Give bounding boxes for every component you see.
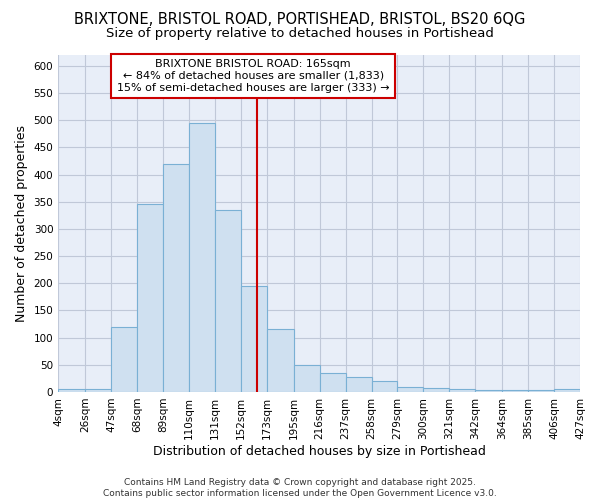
Bar	[320, 373, 346, 392]
X-axis label: Distribution of detached houses by size in Portishead: Distribution of detached houses by size …	[152, 444, 485, 458]
Text: BRIXTONE, BRISTOL ROAD, PORTISHEAD, BRISTOL, BS20 6QG: BRIXTONE, BRISTOL ROAD, PORTISHEAD, BRIS…	[74, 12, 526, 28]
Text: Contains HM Land Registry data © Crown copyright and database right 2025.
Contai: Contains HM Land Registry data © Crown c…	[103, 478, 497, 498]
Bar	[215, 210, 241, 392]
Bar	[189, 123, 215, 392]
Bar	[528, 390, 554, 392]
Bar	[58, 389, 85, 392]
Bar	[397, 386, 424, 392]
Bar	[163, 164, 189, 392]
Bar	[424, 388, 449, 392]
Y-axis label: Number of detached properties: Number of detached properties	[15, 125, 28, 322]
Text: BRIXTONE BRISTOL ROAD: 165sqm
← 84% of detached houses are smaller (1,833)
15% o: BRIXTONE BRISTOL ROAD: 165sqm ← 84% of d…	[117, 60, 389, 92]
Bar	[371, 381, 397, 392]
Text: Size of property relative to detached houses in Portishead: Size of property relative to detached ho…	[106, 28, 494, 40]
Bar	[502, 390, 528, 392]
Bar	[241, 286, 266, 392]
Bar	[266, 330, 294, 392]
Bar	[137, 204, 163, 392]
Bar	[475, 390, 502, 392]
Bar	[554, 389, 580, 392]
Bar	[346, 376, 371, 392]
Bar	[111, 326, 137, 392]
Bar	[294, 365, 320, 392]
Bar	[85, 389, 111, 392]
Bar	[449, 389, 475, 392]
